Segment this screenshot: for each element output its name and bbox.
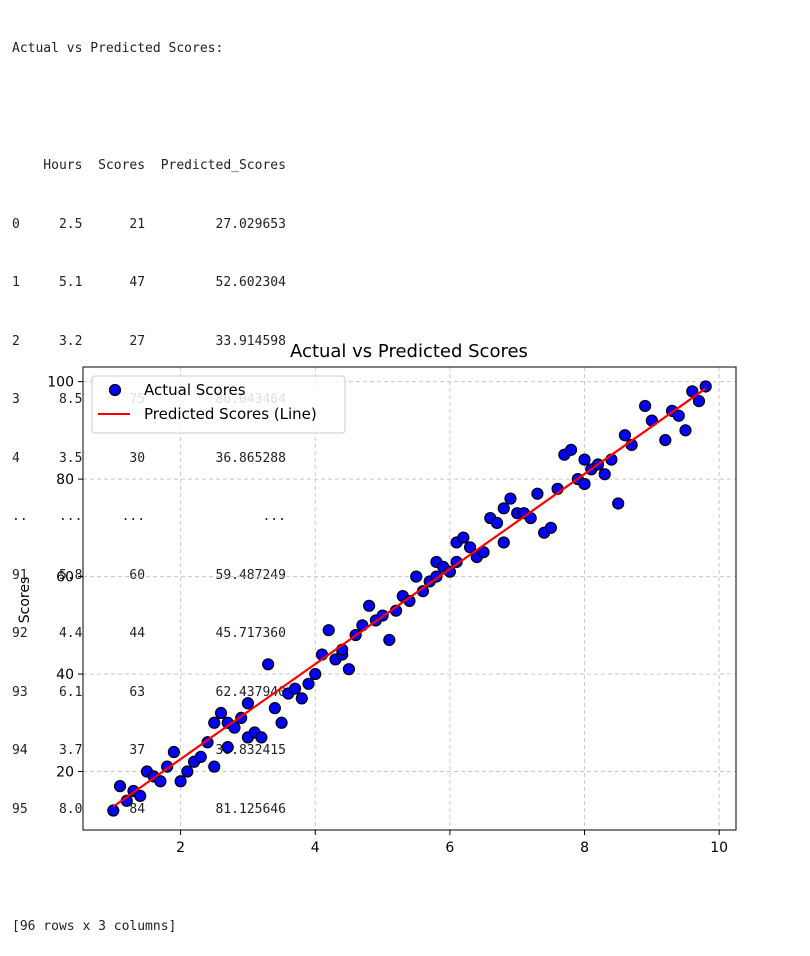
dataframe-row: 94 3.7 37 38.832415: [12, 743, 286, 758]
plot-frame: [82, 366, 737, 831]
scatter-point: [679, 424, 692, 437]
series-layer: [107, 380, 712, 817]
chart-container: Actual vs Predicted Scores Scores 2 4 6 8 10…: [0, 330, 810, 856]
console-blank-line: [12, 858, 286, 878]
y-tick-label: 100: [47, 375, 74, 391]
dataframe-row: 1 5.1 47 52.602304: [12, 275, 286, 290]
chart-title: Actual vs Predicted Scores: [290, 341, 528, 362]
legend: Actual Scores Predicted Scores (Line): [91, 375, 346, 434]
scatter-point: [490, 516, 504, 530]
scatter-point: [174, 775, 187, 788]
dataframe-row: 2 3.2 27 33.914598: [12, 333, 286, 349]
x-tick-label: 10: [710, 840, 728, 855]
dataframe-row: 0 2.5 21 27.029653: [12, 216, 286, 232]
y-tick-label: 60: [56, 570, 74, 586]
scatter-point: [154, 775, 167, 788]
scatter-point: [309, 667, 322, 681]
scatter-point: [302, 677, 315, 690]
scatter-point: [107, 804, 120, 817]
predicted-line: [112, 387, 707, 808]
scatter-point: [598, 468, 611, 481]
scatter-point: [214, 706, 228, 720]
scatter-point: [363, 599, 376, 612]
scatter-point: [450, 555, 463, 569]
scatter-point: [692, 395, 706, 408]
scatter-point: [578, 453, 591, 466]
scatter-point: [208, 760, 221, 773]
scatter-point: [612, 497, 625, 510]
scatter-point: [275, 716, 288, 729]
y-tick-label: 40: [56, 667, 74, 683]
x-tick-label: 6: [445, 840, 454, 855]
scatter-point: [295, 692, 308, 705]
scatter-point: [262, 658, 275, 671]
scatter-point: [383, 633, 396, 647]
dataframe-row: 93 6.1 63 62.437940: [12, 684, 286, 700]
scatter-point: [463, 541, 477, 554]
legend-marker-actual-scores: [108, 383, 122, 397]
y-axis-label: Scores: [17, 577, 33, 624]
x-tick-label: 8: [580, 840, 589, 855]
dataframe-ellipsis-row: .. ... ... ...: [12, 509, 286, 524]
scatter-point: [659, 434, 672, 447]
scatter-point: [544, 521, 557, 534]
scatter-point: [167, 745, 180, 759]
scatter-point: [639, 399, 652, 413]
scatter-point: [288, 682, 302, 695]
scatter-point: [564, 443, 578, 456]
scatter-point: [410, 570, 423, 583]
dataframe-row: 95 8.0 84 81.125646: [12, 801, 286, 817]
scatter-point: [181, 765, 194, 778]
scatter-point: [208, 716, 221, 729]
y-tick-label: 80: [56, 472, 74, 488]
scatter-point: [194, 750, 207, 763]
scatter-point: [672, 409, 685, 422]
dataframe-header: Hours Scores Predicted_Scores: [12, 158, 286, 173]
x-tick-label: 2: [176, 840, 185, 855]
scatter-point: [578, 477, 591, 491]
scatter-point: [268, 702, 281, 715]
x-tick-label: 4: [311, 840, 320, 855]
scatter-point: [504, 492, 517, 505]
console-blank-line: [12, 98, 286, 118]
scatter-point: [477, 546, 490, 559]
dataframe-row: 92 4.4 44 45.717360: [12, 626, 286, 641]
scatter-point: [618, 429, 632, 442]
dataframe-shape-footer: [96 rows x 3 columns]: [12, 918, 177, 934]
scatter-point: [221, 741, 234, 754]
legend-label-actual-scores: Actual Scores: [144, 381, 246, 399]
scatter-point: [322, 624, 335, 637]
legend-label-predicted-line: Predicted Scores (Line): [144, 405, 317, 423]
dataframe-row: 91 5.8 60 59.487249: [12, 567, 286, 583]
scatter-chart: Actual vs Predicted Scores Scores 2 4 6 8 10…: [17, 341, 737, 856]
y-tick-label: 20: [56, 765, 74, 781]
scatter-point: [497, 502, 510, 515]
console-heading: Actual vs Predicted Scores:: [12, 41, 224, 56]
scatter-point: [134, 789, 147, 802]
dataframe-row: 4 3.5 30 36.865288: [12, 450, 286, 466]
scatter-point: [241, 697, 255, 710]
scatter-point: [457, 531, 470, 544]
scatter-point: [201, 736, 214, 749]
scatter-point: [342, 663, 356, 676]
scatter-point: [113, 780, 127, 793]
scatter-point: [255, 731, 268, 744]
axes: 2 4 6 8 10 20 40 60 80 100: [47, 366, 737, 856]
scatter-point: [497, 536, 510, 549]
legend-frame: [91, 375, 346, 434]
scatter-point: [531, 487, 544, 500]
